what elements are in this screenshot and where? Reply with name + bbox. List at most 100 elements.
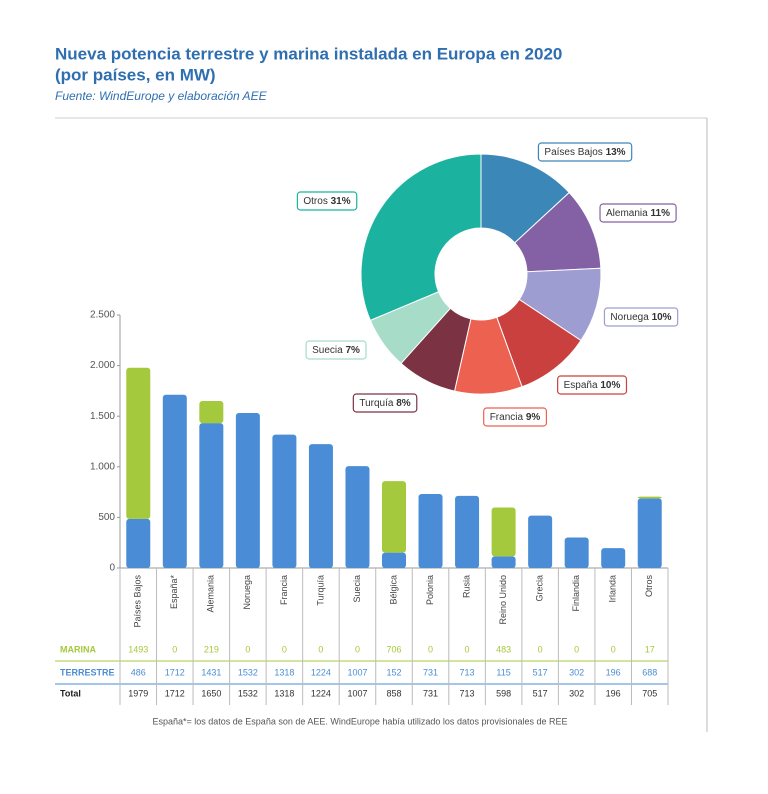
bar-segment <box>491 556 516 568</box>
table-cell: 731 <box>423 688 438 698</box>
bar-segment <box>126 518 151 568</box>
label-box <box>557 375 628 395</box>
bar-segment <box>637 498 662 568</box>
y-tick-label: 500 <box>98 512 115 523</box>
table-cell: 1318 <box>274 688 294 698</box>
table-cell: 713 <box>460 667 475 677</box>
table-cell: 517 <box>533 688 548 698</box>
x-tick-label: Polonia <box>425 575 435 605</box>
table-cell: 196 <box>606 667 621 677</box>
category-name: Turquía <box>359 398 394 409</box>
bar-segment <box>382 481 406 553</box>
table-cell: 152 <box>386 667 401 677</box>
bar-segment <box>272 434 297 568</box>
row-label: Total <box>60 688 81 698</box>
x-tick-label: Suecia <box>352 575 362 603</box>
bar-segment <box>418 494 443 568</box>
bar-segment <box>455 495 480 568</box>
y-tick-label: 1.000 <box>90 461 115 472</box>
y-tick-label: 2.500 <box>90 310 115 321</box>
bar-segment <box>528 515 553 568</box>
label-box <box>352 393 418 413</box>
table-cell: 302 <box>569 667 584 677</box>
x-tick-label: Finlandia <box>571 575 581 612</box>
slice-label: Alemania 11% <box>599 203 677 223</box>
category-name: Noruega <box>610 312 649 323</box>
x-tick-label: España* <box>169 575 179 610</box>
label-box <box>483 407 548 427</box>
table-cell: 483 <box>496 644 511 654</box>
table-cell: 0 <box>355 644 360 654</box>
table-cell: 1979 <box>128 688 148 698</box>
table-cell: 219 <box>204 644 219 654</box>
table-cell: 1431 <box>201 667 221 677</box>
label-box <box>537 142 633 162</box>
label-box <box>603 307 679 327</box>
bar-segment <box>199 401 224 424</box>
row-label: TERRESTRE <box>60 667 115 677</box>
label-text: Francia 9% <box>490 412 541 423</box>
table-cell: 0 <box>465 644 470 654</box>
table-cell: 0 <box>611 644 616 654</box>
table-cell: 17 <box>645 644 655 654</box>
table-cell: 517 <box>533 667 548 677</box>
table-cell: 1712 <box>165 667 185 677</box>
value-label: 31% <box>331 196 351 207</box>
bar-segment <box>345 466 370 568</box>
table-cell: 858 <box>386 688 401 698</box>
label-text: Países Bajos 13% <box>544 147 625 158</box>
category-name: Francia <box>490 412 524 423</box>
slice-label: Francia 9% <box>483 407 548 427</box>
footnote: España*= los datos de España son de AEE.… <box>152 716 567 726</box>
label-text: Suecia 7% <box>312 345 360 356</box>
bar-segment <box>564 537 589 568</box>
label-text: Alemania 11% <box>606 208 670 219</box>
chart-title: Nueva potencia terrestre y marina instal… <box>55 44 562 63</box>
table-cell: 486 <box>131 667 146 677</box>
table-cell: 598 <box>496 688 511 698</box>
bar-segment <box>126 367 151 519</box>
table-cell: 705 <box>642 688 657 698</box>
label-box <box>599 203 677 223</box>
label-box <box>305 340 367 360</box>
table-cell: 0 <box>574 644 579 654</box>
x-tick-label: Turquía <box>315 575 325 606</box>
slice-label: Turquía 8% <box>352 393 418 413</box>
table-cell: 706 <box>386 644 401 654</box>
bar-segment <box>235 412 260 568</box>
chart-title: (por países, en MW) <box>55 65 216 84</box>
value-label: 9% <box>526 412 541 423</box>
table-cell: 688 <box>642 667 657 677</box>
category-name: Suecia <box>312 345 343 356</box>
category-name: España <box>564 380 598 391</box>
bar-segment <box>601 548 626 568</box>
value-label: 7% <box>345 345 360 356</box>
x-tick-label: Noruega <box>242 575 252 610</box>
slice-label: Otros 31% <box>296 191 358 211</box>
bar-segment <box>382 552 406 568</box>
category-name: Países Bajos <box>544 147 602 158</box>
bar-segment <box>308 444 333 568</box>
value-label: 13% <box>606 147 626 158</box>
table-cell: 0 <box>245 644 250 654</box>
table-cell: 731 <box>423 667 438 677</box>
x-tick-label: Bélgica <box>388 575 398 605</box>
table-cell: 0 <box>428 644 433 654</box>
label-text: Turquía 8% <box>359 398 410 409</box>
pie-slice <box>360 153 482 322</box>
table-cell: 1532 <box>238 667 258 677</box>
chart-subtitle: Fuente: WindEurope y elaboración AEE <box>55 89 268 103</box>
table-cell: 196 <box>606 688 621 698</box>
table-cell: 0 <box>318 644 323 654</box>
label-text: España 10% <box>564 380 621 391</box>
bar-segment <box>199 423 224 568</box>
label-text: Noruega 10% <box>610 312 671 323</box>
value-label: 11% <box>651 208 671 219</box>
value-label: 8% <box>396 398 411 409</box>
table-cell: 1224 <box>311 667 331 677</box>
x-tick-label: Grecia <box>535 575 545 602</box>
table-cell: 115 <box>496 667 510 677</box>
label-box <box>296 191 358 211</box>
slice-label: Países Bajos 13% <box>537 142 633 162</box>
